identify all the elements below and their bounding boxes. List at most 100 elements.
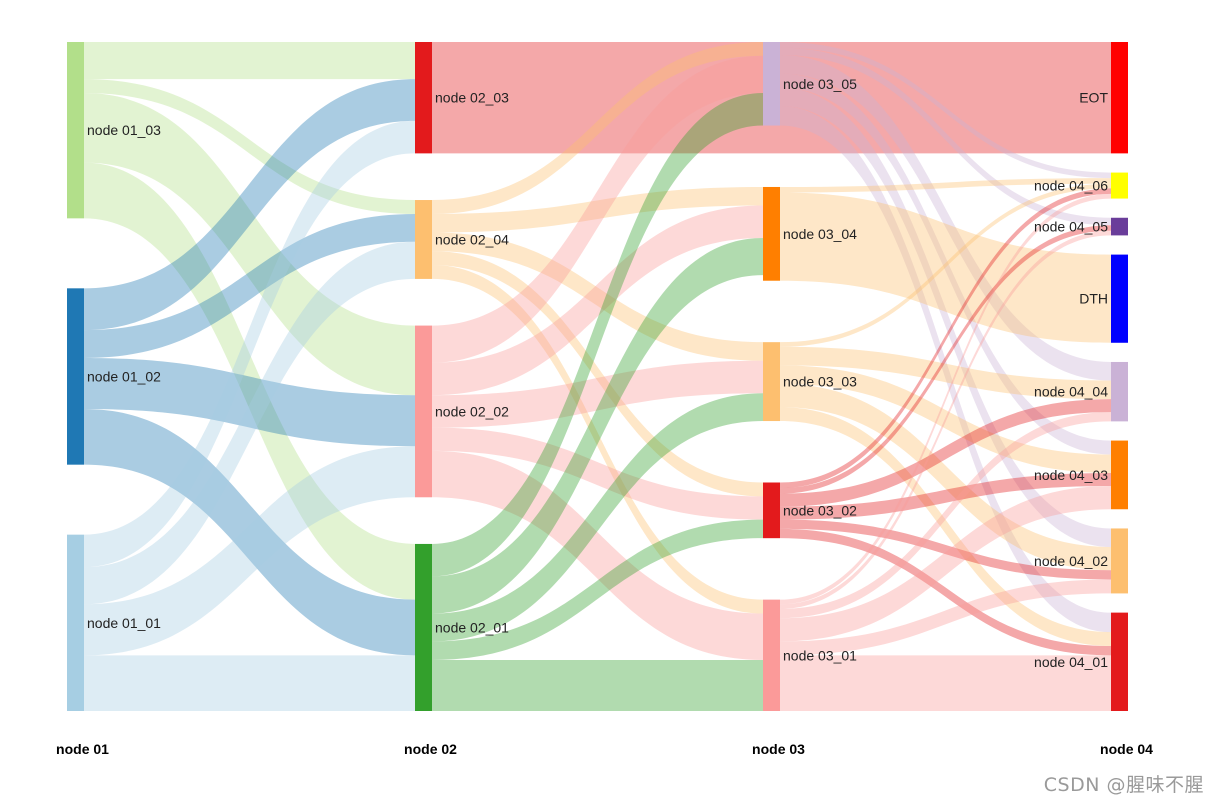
- node-label-node-04_03: node 04_03: [1034, 467, 1108, 483]
- node-node-04_06[interactable]: [1111, 172, 1128, 199]
- node-node-03_01[interactable]: [763, 599, 780, 711]
- link-node-01_03-to-node-02_04[interactable]: [84, 79, 415, 214]
- link-node-03_03-to-node-04_03[interactable]: [780, 365, 1111, 474]
- link-node-03_05-to-node-04_04[interactable]: [780, 54, 1111, 381]
- link-node-03_01-to-node-04_02[interactable]: [780, 579, 1111, 656]
- link-node-02_01-to-node-03_05[interactable]: [432, 93, 763, 577]
- link-node-01_01-to-node-02_03[interactable]: [84, 120, 415, 568]
- node-label-node-02_01: node 02_01: [435, 619, 509, 635]
- column-labels: node 01 node 02 node 03 node 04: [56, 741, 1153, 757]
- node-node-04_04[interactable]: [1111, 361, 1128, 422]
- link-node-01_03-to-node-02_01[interactable]: [84, 162, 415, 600]
- node-label-node-03_04: node 03_04: [783, 226, 857, 242]
- node-EOT[interactable]: [1111, 42, 1128, 154]
- link-node-02_04-to-node-03_02[interactable]: [432, 251, 763, 497]
- node-label-node-01_01: node 01_01: [87, 615, 161, 631]
- link-node-02_02-to-node-03_05[interactable]: [432, 55, 763, 363]
- link-node-03_01-to-node-04_04[interactable]: [780, 412, 1111, 619]
- link-node-02_04-to-node-03_01[interactable]: [432, 265, 763, 614]
- link-node-03_05-to-node-04_06[interactable]: [780, 42, 1111, 179]
- link-node-03_02-to-node-04_01[interactable]: [780, 528, 1111, 656]
- node-node-01_01[interactable]: [67, 534, 84, 711]
- link-node-02_04-to-node-03_04[interactable]: [432, 186, 763, 233]
- link-node-03_02-to-node-04_02[interactable]: [780, 519, 1111, 580]
- node-node-03_02[interactable]: [763, 482, 780, 539]
- node-node-02_04[interactable]: [415, 200, 432, 279]
- node-label-node-01_03: node 01_03: [87, 122, 161, 138]
- link-node-02_02-to-node-03_02[interactable]: [432, 427, 763, 520]
- link-node-03_03-to-node-04_04[interactable]: [780, 346, 1111, 400]
- nodes-layer: [67, 42, 1128, 711]
- link-node-01_01-to-node-02_01[interactable]: [84, 655, 415, 711]
- node-label-node-03_03: node 03_03: [783, 374, 857, 390]
- link-node-03_05-to-node-04_03[interactable]: [780, 73, 1111, 455]
- node-node-04_03[interactable]: [1111, 440, 1128, 510]
- node-node-04_05[interactable]: [1111, 217, 1128, 236]
- link-node-02_02-to-node-03_04[interactable]: [432, 205, 763, 396]
- node-node-03_03[interactable]: [763, 342, 780, 422]
- link-node-01_01-to-node-02_04[interactable]: [84, 241, 415, 605]
- link-node-03_01-to-node-04_05[interactable]: [780, 230, 1111, 609]
- link-node-03_03-to-node-04_02[interactable]: [780, 383, 1111, 571]
- link-node-01_02-to-node-02_04[interactable]: [84, 213, 415, 358]
- link-node-03_02-to-node-04_03[interactable]: [780, 473, 1111, 520]
- link-node-01_02-to-node-02_03[interactable]: [84, 79, 415, 331]
- column-label-node-02: node 02: [404, 741, 457, 757]
- node-label-node-02_04: node 02_04: [435, 231, 509, 247]
- link-node-02_04-to-node-03_05[interactable]: [432, 42, 763, 214]
- link-node-03_05-to-node-04_01[interactable]: [780, 106, 1111, 633]
- links-layer: [84, 42, 1111, 711]
- node-node-04_01[interactable]: [1111, 612, 1128, 711]
- link-node-03_04-to-DTH[interactable]: [780, 192, 1111, 343]
- node-label-node-02_03: node 02_03: [435, 90, 509, 106]
- node-label-node-03_01: node 03_01: [783, 647, 857, 663]
- link-node-03_05-to-node-04_02[interactable]: [780, 87, 1111, 548]
- link-node-03_01-to-node-04_03[interactable]: [780, 486, 1111, 642]
- link-node-02_01-to-node-03_02[interactable]: [432, 519, 763, 660]
- link-node-01_02-to-node-02_01[interactable]: [84, 408, 415, 656]
- node-label-node-04_02: node 04_02: [1034, 553, 1108, 569]
- node-label-node-04_06: node 04_06: [1034, 178, 1108, 194]
- column-label-node-03: node 03: [752, 741, 805, 757]
- node-node-02_02[interactable]: [415, 325, 432, 498]
- link-node-03_03-to-node-04_06[interactable]: [780, 183, 1111, 347]
- watermark: CSDN @腥味不腥: [1043, 774, 1204, 796]
- link-node-02_01-to-node-03_03[interactable]: [432, 393, 763, 642]
- node-label-node-03_02: node 03_02: [783, 502, 857, 518]
- node-node-04_02[interactable]: [1111, 528, 1128, 594]
- node-node-01_03[interactable]: [67, 42, 84, 219]
- link-node-03_05-to-node-04_05[interactable]: [780, 47, 1111, 226]
- node-node-03_05[interactable]: [763, 42, 780, 126]
- link-node-03_01-to-node-04_01[interactable]: [780, 655, 1111, 711]
- node-node-01_02[interactable]: [67, 288, 84, 465]
- node-label-EOT: EOT: [1079, 90, 1108, 106]
- node-node-03_04[interactable]: [763, 186, 780, 281]
- link-node-01_02-to-node-02_02[interactable]: [84, 357, 415, 447]
- link-node-03_01-to-node-04_06[interactable]: [780, 193, 1111, 605]
- node-DTH[interactable]: [1111, 254, 1128, 343]
- link-node-03_03-to-node-04_01[interactable]: [780, 407, 1111, 647]
- node-label-node-03_05: node 03_05: [783, 76, 857, 92]
- column-label-node-01: node 01: [56, 741, 109, 757]
- link-node-03_04-to-node-04_06[interactable]: [780, 178, 1111, 193]
- link-node-02_02-to-node-03_03[interactable]: [432, 360, 763, 428]
- link-node-01_03-to-node-02_03[interactable]: [84, 42, 415, 80]
- link-node-02_02-to-node-03_01[interactable]: [432, 450, 763, 660]
- column-label-node-04: node 04: [1100, 741, 1153, 757]
- link-node-02_04-to-node-03_03[interactable]: [432, 232, 763, 361]
- link-node-01_03-to-node-02_02[interactable]: [84, 93, 415, 396]
- node-node-02_03[interactable]: [415, 42, 432, 154]
- node-label-node-01_02: node 01_02: [87, 369, 161, 385]
- link-node-03_02-to-node-04_06[interactable]: [780, 188, 1111, 489]
- link-node-03_02-to-node-04_05[interactable]: [780, 225, 1111, 494]
- link-node-03_02-to-node-04_04[interactable]: [780, 399, 1111, 507]
- node-label-DTH: DTH: [1079, 291, 1108, 307]
- node-node-02_01[interactable]: [415, 543, 432, 711]
- node-label-node-04_01: node 04_01: [1034, 654, 1108, 670]
- link-node-02_01-to-node-03_04[interactable]: [432, 238, 763, 614]
- node-label-node-04_04: node 04_04: [1034, 384, 1108, 400]
- link-node-01_01-to-node-02_02[interactable]: [84, 446, 415, 656]
- link-node-02_01-to-node-03_01[interactable]: [432, 659, 763, 711]
